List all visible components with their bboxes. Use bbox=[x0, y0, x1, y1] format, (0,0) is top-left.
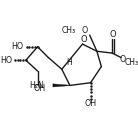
Polygon shape bbox=[53, 84, 70, 87]
Text: OH: OH bbox=[33, 84, 45, 93]
Text: OH: OH bbox=[84, 99, 97, 108]
Text: O: O bbox=[120, 55, 126, 64]
Text: H₂N: H₂N bbox=[29, 81, 44, 90]
Text: HO: HO bbox=[12, 42, 24, 51]
Text: H: H bbox=[66, 58, 72, 66]
Text: HO: HO bbox=[0, 56, 12, 65]
Text: O: O bbox=[110, 30, 116, 39]
Text: CH₃: CH₃ bbox=[61, 26, 75, 35]
Text: CH₃: CH₃ bbox=[125, 58, 138, 66]
Text: O: O bbox=[81, 26, 87, 35]
Text: O: O bbox=[80, 35, 87, 44]
